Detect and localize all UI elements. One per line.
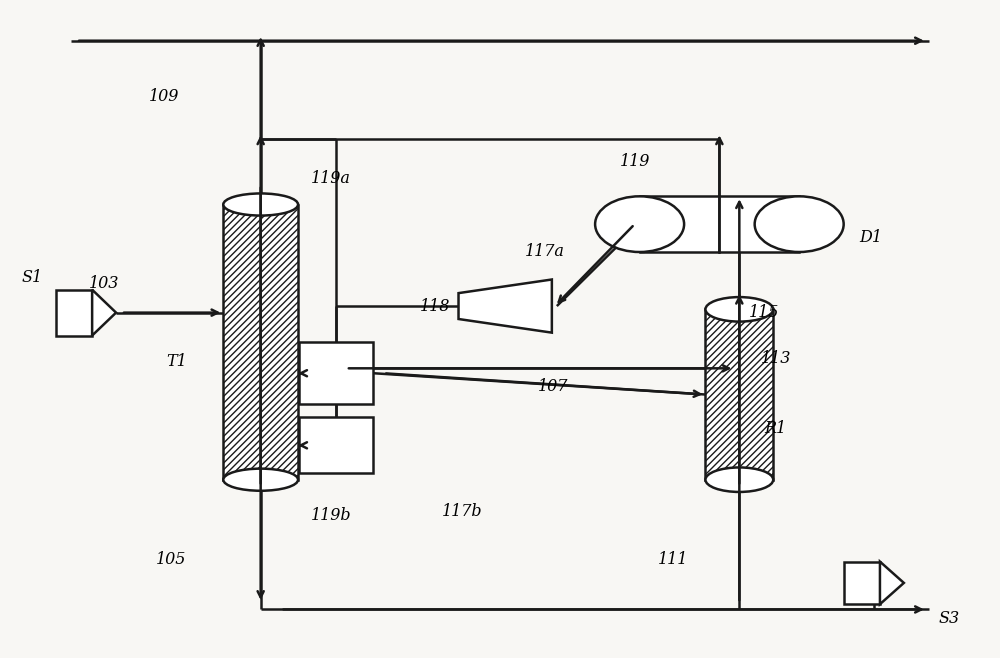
Text: R1: R1: [764, 420, 786, 437]
Text: 103: 103: [89, 274, 120, 291]
Text: 113: 113: [761, 350, 792, 367]
Text: S1: S1: [21, 269, 42, 286]
Bar: [299, 342, 373, 405]
Text: T1: T1: [166, 353, 187, 370]
Text: 105: 105: [156, 551, 186, 568]
Bar: [640, 196, 799, 252]
Text: 107: 107: [538, 378, 568, 395]
Ellipse shape: [705, 467, 773, 492]
Text: 117a: 117a: [525, 243, 565, 260]
Text: 115: 115: [749, 304, 780, 321]
Text: S3: S3: [939, 610, 960, 627]
Text: 119: 119: [620, 153, 650, 170]
Bar: [705, 309, 773, 480]
Text: 111: 111: [658, 551, 688, 568]
Bar: [223, 205, 298, 480]
Ellipse shape: [223, 193, 298, 216]
Text: 119a: 119a: [311, 170, 350, 187]
Ellipse shape: [595, 196, 684, 252]
Text: 118: 118: [420, 297, 451, 315]
Bar: [299, 417, 373, 473]
Polygon shape: [880, 562, 904, 604]
Bar: [844, 562, 880, 604]
Bar: [705, 309, 773, 480]
Polygon shape: [92, 290, 116, 336]
Bar: [223, 205, 298, 480]
Ellipse shape: [755, 196, 844, 252]
Text: 119b: 119b: [311, 507, 351, 524]
Polygon shape: [459, 280, 552, 333]
Text: 117b: 117b: [442, 503, 483, 520]
Text: 109: 109: [149, 88, 179, 105]
Bar: [56, 290, 92, 336]
Ellipse shape: [705, 297, 773, 322]
Ellipse shape: [223, 468, 298, 491]
Text: D1: D1: [859, 229, 882, 246]
